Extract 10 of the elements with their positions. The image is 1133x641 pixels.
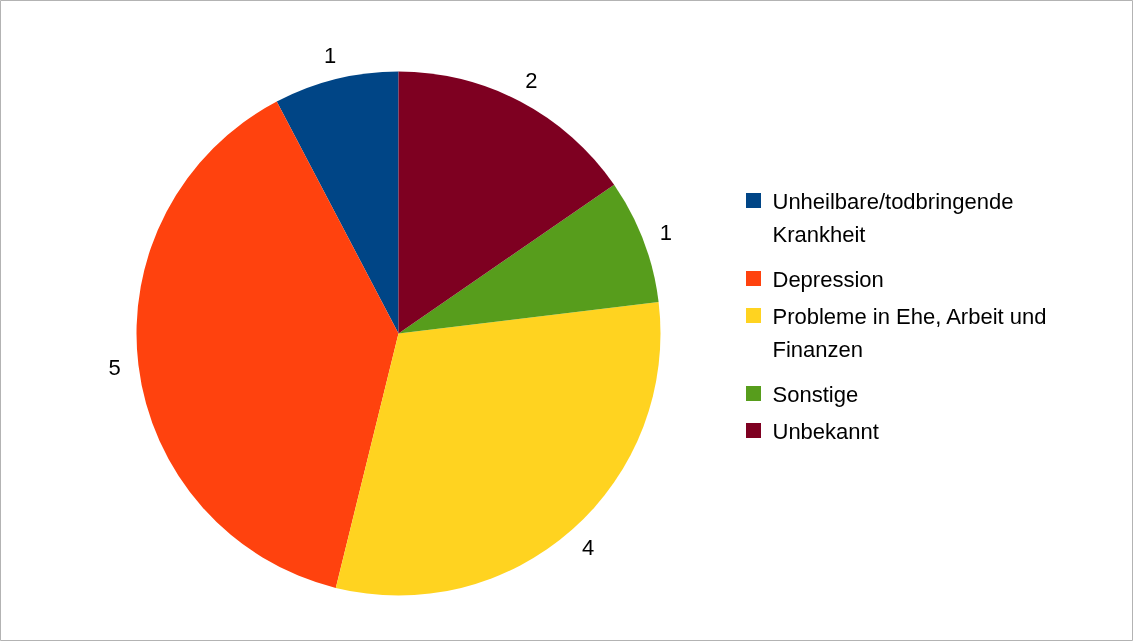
legend-label: Probleme in Ehe, Arbeit und Finanzen [772, 303, 1047, 363]
data-label: 4 [582, 535, 595, 561]
data-label: 2 [525, 67, 538, 93]
data-label: 1 [323, 43, 337, 69]
data-label: 5 [108, 355, 121, 381]
legend-label: Unbekannt [772, 418, 879, 444]
legend-label: Unheilbare/todbringende Krankheit [772, 188, 1014, 248]
data-label: 1 [659, 219, 673, 245]
legend-label: Sonstige [772, 381, 859, 407]
legend-label: Depression [772, 266, 884, 292]
